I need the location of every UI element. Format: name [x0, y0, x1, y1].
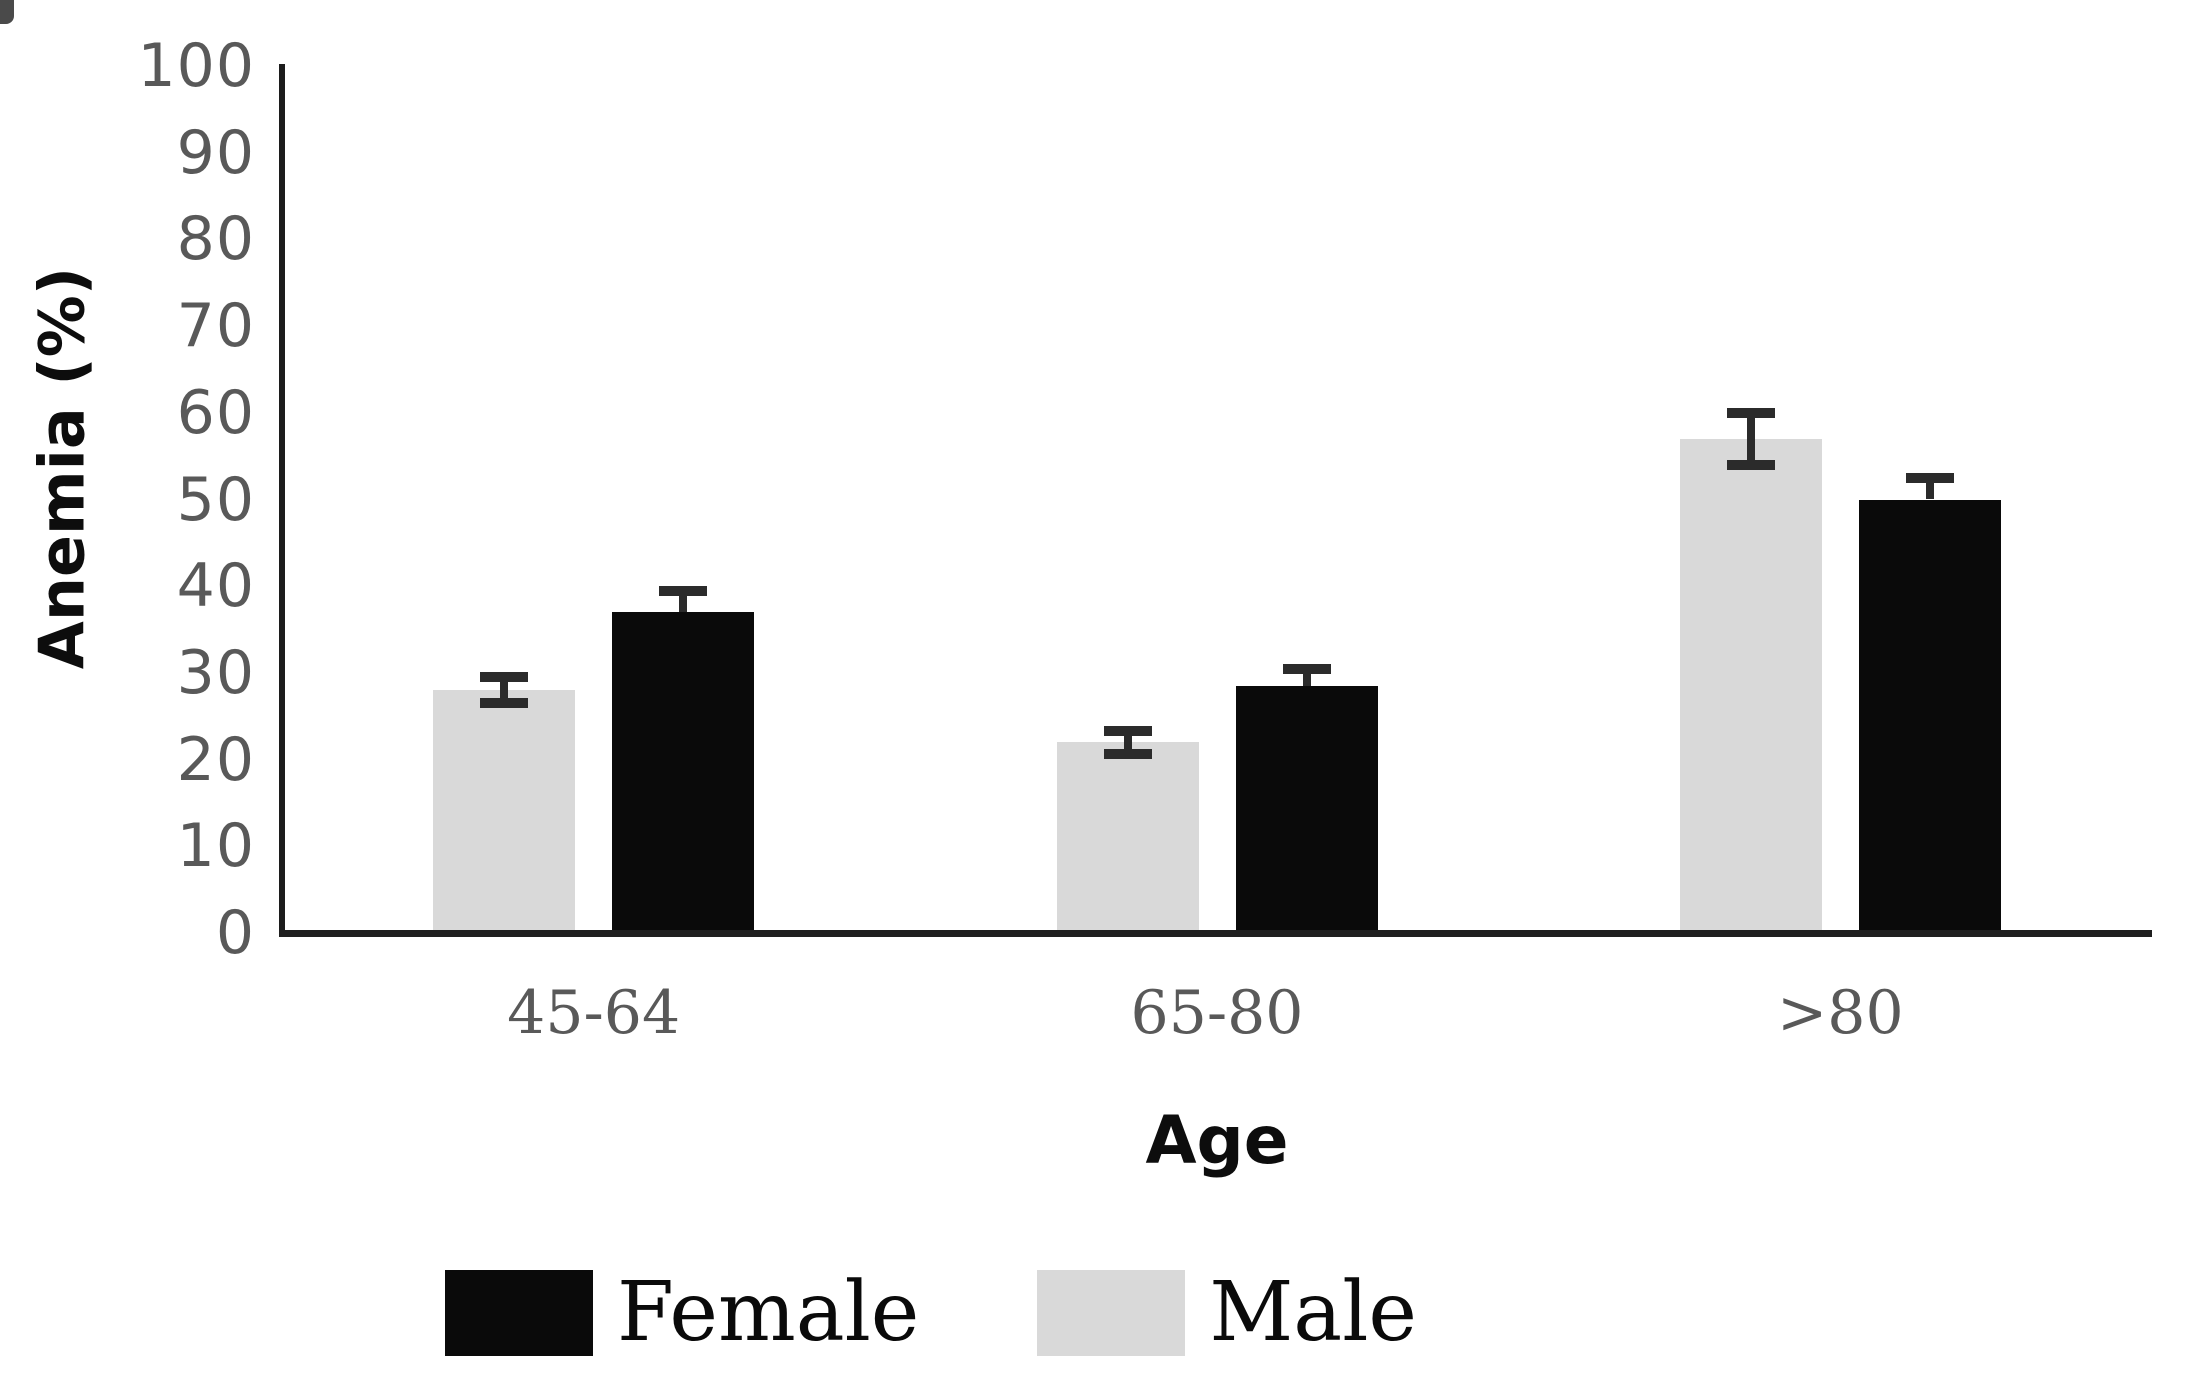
y-tick-label-60: 60 — [176, 377, 255, 448]
error-bar-cap — [659, 585, 708, 596]
error-bar-cap — [1103, 725, 1152, 736]
legend-item-male: Male — [1037, 1270, 1417, 1356]
error-bar-stem — [1302, 668, 1311, 686]
bar-female-gt80 — [1858, 499, 2001, 933]
bar-female-65-80 — [1235, 685, 1378, 933]
legend-item-female: Female — [445, 1270, 919, 1356]
error-bar-cap — [1726, 407, 1775, 418]
bar-female-45-64 — [612, 612, 755, 933]
error-bar-stem — [679, 590, 688, 613]
x-tick-label-65-80: 65-80 — [1130, 978, 1304, 1048]
x-tick-label-45-64: 45-64 — [507, 978, 681, 1048]
y-tick-label-40: 40 — [176, 551, 255, 622]
error-bar-cap — [480, 672, 529, 683]
legend-label-male: Male — [1209, 1265, 1417, 1360]
error-bar-cap — [1726, 459, 1775, 470]
y-tick-label-20: 20 — [176, 724, 255, 795]
bar-male-45-64 — [433, 690, 576, 933]
y-tick-label-100: 100 — [137, 31, 255, 101]
error-bar-stem — [1925, 477, 1934, 500]
error-bar-stem — [1746, 412, 1755, 465]
bar-male-gt80 — [1679, 438, 1822, 933]
bar-male-65-80 — [1056, 742, 1199, 933]
x-axis-title: Age — [1145, 1102, 1289, 1179]
error-bar-stem — [1123, 730, 1132, 754]
error-bar-cap — [1282, 663, 1331, 674]
y-tick-label-10: 10 — [176, 811, 255, 882]
y-axis-line — [279, 64, 285, 937]
y-tick-label-50: 50 — [176, 464, 255, 535]
error-bar-cap — [1103, 748, 1152, 759]
y-tick-label-30: 30 — [176, 637, 255, 708]
y-tick-label-90: 90 — [176, 117, 255, 188]
legend-swatch-male — [1037, 1270, 1186, 1356]
legend: Female Male — [445, 1270, 1417, 1356]
y-tick-label-70: 70 — [176, 291, 255, 362]
y-tick-label-80: 80 — [176, 204, 255, 275]
legend-swatch-female — [445, 1270, 593, 1356]
y-tick-label-0: 0 — [215, 898, 255, 968]
x-tick-label-gt80: >80 — [1777, 978, 1904, 1048]
x-axis-line — [279, 930, 2152, 937]
legend-label-female: Female — [617, 1265, 920, 1360]
error-bar-cap — [480, 698, 529, 709]
corner-artifact — [0, 0, 14, 24]
error-bar-cap — [1905, 472, 1954, 483]
error-bar-stem — [500, 677, 509, 704]
